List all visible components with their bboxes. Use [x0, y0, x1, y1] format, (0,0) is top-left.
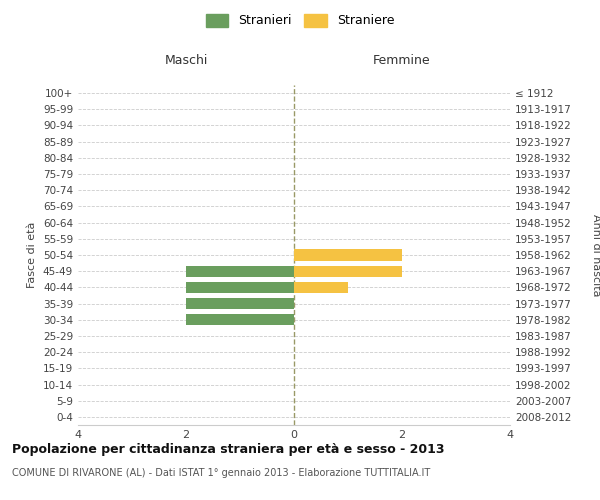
- Bar: [186, 266, 294, 277]
- Bar: [294, 250, 402, 260]
- Bar: [186, 298, 294, 309]
- Bar: [294, 266, 402, 277]
- Legend: Stranieri, Straniere: Stranieri, Straniere: [201, 8, 399, 32]
- Text: Femmine: Femmine: [373, 54, 431, 68]
- Bar: [186, 314, 294, 326]
- Y-axis label: Fasce di età: Fasce di età: [28, 222, 37, 288]
- Text: Maschi: Maschi: [164, 54, 208, 68]
- Text: Popolazione per cittadinanza straniera per età e sesso - 2013: Popolazione per cittadinanza straniera p…: [12, 442, 445, 456]
- Bar: [294, 282, 348, 293]
- Y-axis label: Anni di nascita: Anni di nascita: [591, 214, 600, 296]
- Text: COMUNE DI RIVARONE (AL) - Dati ISTAT 1° gennaio 2013 - Elaborazione TUTTITALIA.I: COMUNE DI RIVARONE (AL) - Dati ISTAT 1° …: [12, 468, 430, 477]
- Bar: [186, 282, 294, 293]
